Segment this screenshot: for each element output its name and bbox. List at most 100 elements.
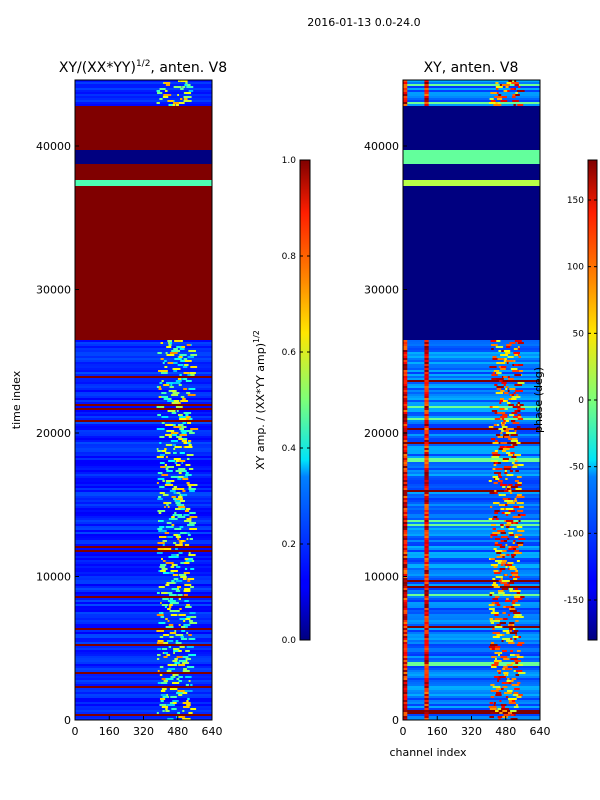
heatmap-bright-segment	[495, 658, 497, 660]
heatmap-row	[403, 638, 540, 640]
heatmap-row	[403, 314, 540, 316]
phase-panel: XY, anten. V8 0 160 320 480 640 010000200003…	[364, 60, 551, 759]
heatmap-hot-column	[424, 432, 429, 434]
heatmap-bright-segment	[492, 582, 497, 584]
heatmap-row	[403, 690, 540, 692]
heatmap-hot-column	[424, 436, 429, 438]
heatmap-row	[403, 484, 540, 486]
heatmap-row	[403, 202, 540, 204]
amplitude-y-tick-label: 40000	[36, 140, 71, 153]
heatmap-bright-segment	[179, 574, 187, 576]
heatmap-bright-segment	[166, 640, 174, 642]
heatmap-row	[75, 422, 212, 424]
heatmap-hot-column	[424, 638, 429, 640]
heatmap-row	[403, 246, 540, 248]
heatmap-row	[75, 556, 212, 558]
heatmap-hot-column	[403, 360, 408, 362]
heatmap-hot-column	[403, 708, 408, 710]
heatmap-bright-segment	[504, 600, 511, 602]
heatmap-row	[75, 168, 212, 170]
heatmap-bright-segment	[495, 392, 503, 394]
phase-x-ticks: 0 160 320 480 640	[400, 716, 551, 738]
heatmap-bright-segment	[495, 86, 503, 88]
heatmap-hot-column	[403, 668, 408, 670]
heatmap-hot-column	[424, 412, 429, 414]
heatmap-bright-segment	[496, 634, 503, 636]
heatmap-bright-segment	[156, 642, 164, 644]
heatmap-row	[403, 176, 540, 178]
heatmap-row	[75, 590, 212, 592]
heatmap-row	[403, 402, 540, 404]
heatmap-hot-column	[424, 484, 429, 486]
heatmap-row	[75, 198, 212, 200]
heatmap-hot-column	[424, 644, 429, 646]
heatmap-hot-column	[403, 534, 408, 536]
heatmap-hot-column	[424, 402, 429, 404]
heatmap-row	[75, 550, 212, 552]
heatmap-bright-segment	[174, 674, 179, 676]
heatmap-bright-segment	[175, 580, 183, 582]
heatmap-hot-column	[403, 424, 408, 426]
heatmap-bright-segment	[497, 708, 505, 710]
heatmap-bright-segment	[157, 478, 165, 480]
heatmap-bright-segment	[163, 548, 172, 550]
heatmap-bright-segment	[491, 348, 494, 350]
heatmap-bright-segment	[183, 620, 186, 622]
heatmap-row	[75, 256, 212, 258]
phase-x-tick-label: 480	[495, 725, 516, 738]
heatmap-row	[75, 304, 212, 306]
heatmap-bright-segment	[509, 388, 516, 390]
heatmap-bright-segment	[512, 370, 520, 372]
heatmap-hot-column	[424, 546, 429, 548]
heatmap-row	[75, 666, 212, 668]
heatmap-row	[75, 510, 212, 512]
heatmap-bright-segment	[188, 680, 191, 682]
heatmap-hot-column	[424, 438, 429, 440]
heatmap-bright-segment	[181, 432, 187, 434]
heatmap-bright-segment	[175, 640, 179, 642]
heatmap-bright-segment	[186, 666, 195, 668]
heatmap-bright-segment	[491, 524, 496, 526]
heatmap-row	[403, 440, 540, 442]
heatmap-bright-segment	[175, 104, 179, 106]
heatmap-hot-column	[403, 388, 408, 390]
heatmap-bright-segment	[510, 420, 516, 422]
heatmap-bright-segment	[492, 578, 496, 580]
heatmap-bright-segment	[165, 626, 174, 628]
heatmap-hot-column	[424, 596, 429, 598]
heatmap-bright-segment	[501, 550, 507, 552]
heatmap-hot-column	[403, 624, 408, 626]
heatmap-bright-segment	[495, 550, 503, 552]
heatmap-hot-column	[424, 452, 429, 454]
heatmap-bright-segment	[180, 88, 184, 90]
heatmap-row	[403, 490, 540, 492]
heatmap-hot-column	[403, 386, 408, 388]
heatmap-hot-column	[424, 506, 429, 508]
heatmap-row	[75, 316, 212, 318]
heatmap-hot-column	[403, 574, 408, 576]
heatmap-bright-segment	[172, 444, 176, 446]
heatmap-bright-segment	[513, 506, 520, 508]
heatmap-bright-segment	[518, 364, 524, 366]
heatmap-hot-column	[403, 92, 408, 94]
heatmap-hot-column	[424, 592, 429, 594]
heatmap-bright-segment	[184, 690, 193, 692]
heatmap-bright-segment	[495, 82, 499, 84]
heatmap-row	[75, 544, 212, 546]
heatmap-row	[75, 244, 212, 246]
heatmap-bright-segment	[182, 366, 188, 368]
heatmap-bright-segment	[500, 564, 504, 566]
heatmap-bright-segment	[508, 532, 514, 534]
heatmap-bright-segment	[182, 656, 189, 658]
heatmap-bright-segment	[172, 700, 179, 702]
heatmap-hot-column	[424, 550, 429, 552]
heatmap-bright-segment	[507, 712, 513, 714]
phase-colorbar-label: phase (deg)	[532, 367, 545, 433]
heatmap-bright-segment	[488, 706, 497, 708]
heatmap-hot-column	[403, 532, 408, 534]
heatmap-bright-segment	[187, 578, 195, 580]
heatmap-bright-segment	[500, 532, 506, 534]
heatmap-row	[75, 116, 212, 118]
heatmap-row	[403, 606, 540, 608]
heatmap-row	[75, 644, 212, 646]
